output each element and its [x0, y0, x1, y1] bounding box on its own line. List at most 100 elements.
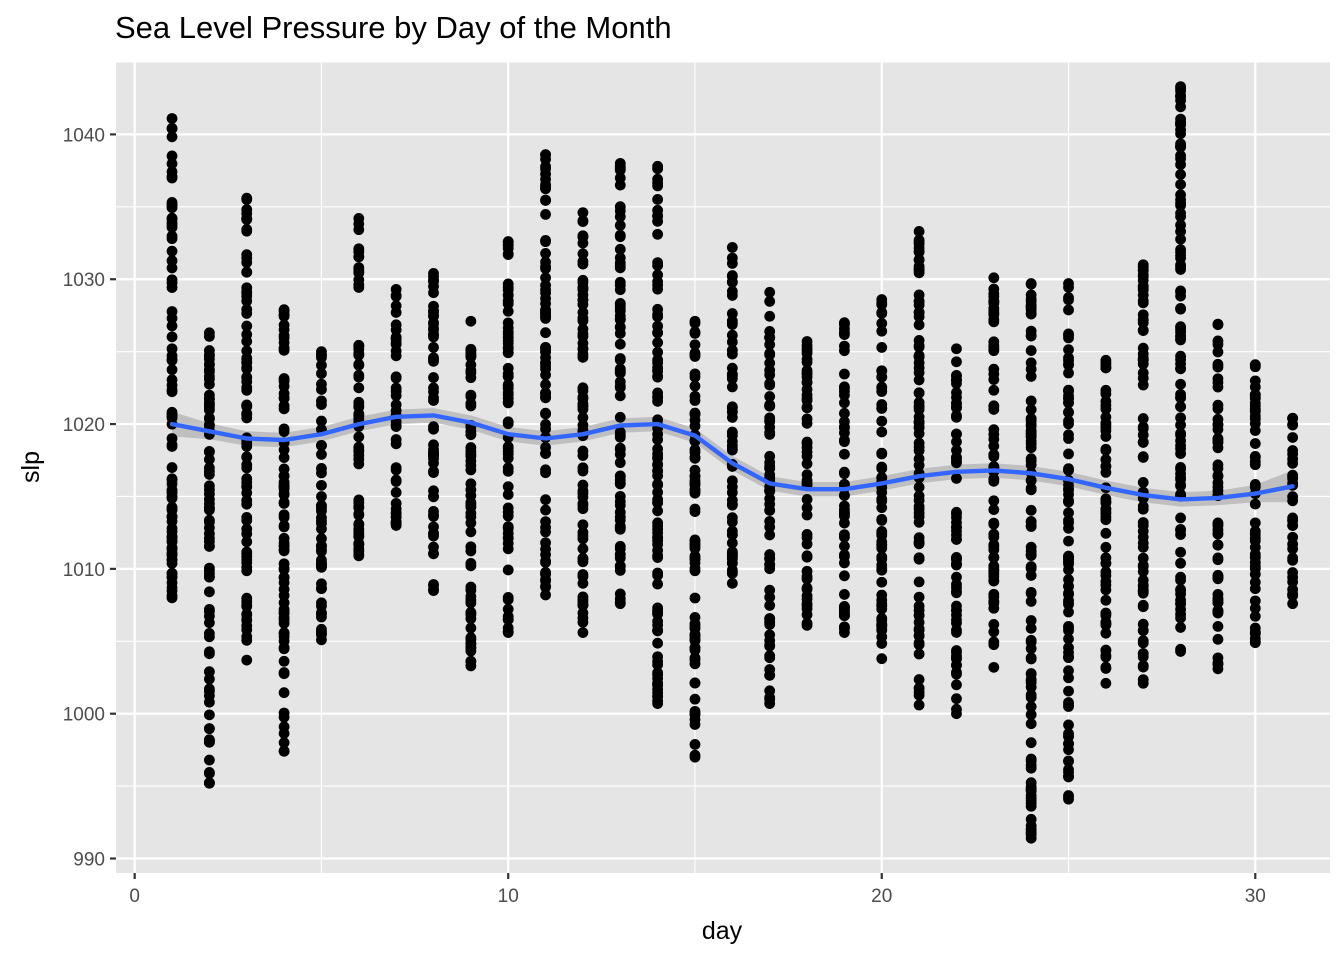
data-point [1063, 344, 1074, 356]
data-point [689, 677, 701, 689]
data-point [913, 481, 925, 493]
data-point [166, 568, 178, 579]
data-point [951, 356, 962, 368]
data-point [353, 371, 365, 383]
data-point [764, 553, 776, 565]
data-point [913, 639, 925, 651]
data-point [166, 131, 178, 143]
data-point [839, 397, 850, 409]
data-point [801, 436, 813, 448]
data-point [241, 308, 253, 319]
data-point [316, 556, 327, 568]
data-point [913, 494, 925, 506]
data-point [465, 484, 477, 496]
data-point [540, 423, 551, 435]
data-point [241, 266, 253, 278]
data-point [951, 624, 962, 636]
data-point [577, 571, 589, 582]
data-point [278, 373, 290, 385]
data-point [876, 325, 888, 337]
data-point [764, 693, 776, 705]
data-point [502, 317, 514, 329]
data-point [540, 287, 551, 299]
data-point [577, 258, 589, 270]
data-point [1100, 552, 1112, 564]
data-point [652, 465, 664, 477]
data-point [726, 512, 738, 524]
data-point [278, 655, 290, 667]
data-point [951, 558, 962, 570]
data-point [1100, 527, 1112, 539]
data-point [316, 505, 327, 517]
data-point [1063, 384, 1074, 396]
data-point [1212, 539, 1224, 551]
data-point [988, 384, 1000, 396]
data-point [316, 491, 327, 502]
data-point [614, 219, 626, 231]
data-point [764, 616, 776, 628]
data-point [988, 531, 1000, 543]
data-point [876, 495, 888, 507]
data-point [614, 305, 626, 317]
data-point [577, 351, 589, 363]
data-point [652, 569, 664, 581]
data-point [428, 353, 439, 365]
data-point [652, 194, 664, 205]
data-point [502, 489, 514, 500]
data-point [1287, 469, 1299, 481]
data-point [652, 163, 664, 175]
data-point [203, 648, 215, 660]
data-point [353, 251, 365, 263]
data-point [764, 493, 776, 505]
data-point [951, 401, 962, 413]
data-point [801, 469, 813, 481]
data-point [876, 299, 888, 311]
data-point [540, 589, 551, 601]
data-point [1063, 332, 1074, 344]
data-point [390, 438, 402, 450]
data-point [913, 437, 925, 449]
data-point [577, 543, 589, 555]
y-tick-label: 1020 [63, 415, 105, 436]
data-point [652, 651, 664, 663]
data-point [951, 650, 962, 662]
data-point [577, 552, 589, 564]
data-point [726, 537, 738, 549]
data-point [316, 533, 327, 544]
data-point [652, 505, 664, 517]
data-point [1249, 451, 1261, 462]
data-point [1175, 179, 1186, 190]
data-point [1175, 197, 1186, 209]
data-point [913, 553, 925, 565]
data-point [764, 429, 776, 440]
data-point [241, 384, 253, 396]
data-point [764, 521, 776, 533]
data-point [316, 368, 327, 379]
data-point [1212, 620, 1224, 632]
data-point [652, 346, 664, 358]
data-point [614, 426, 626, 438]
data-point [540, 526, 551, 538]
data-point [241, 282, 253, 294]
data-point [1025, 482, 1037, 494]
data-point [1100, 651, 1112, 663]
data-point [614, 279, 626, 291]
data-point [353, 501, 365, 513]
data-point [1100, 356, 1112, 368]
data-point [353, 531, 365, 542]
data-point [1100, 461, 1112, 472]
data-point [726, 443, 738, 454]
data-point [913, 699, 925, 711]
data-point [1137, 661, 1149, 673]
data-point [1063, 755, 1074, 767]
data-point [1100, 677, 1112, 689]
data-point [241, 536, 253, 548]
data-point [614, 211, 626, 223]
data-point [614, 474, 626, 486]
data-point [1212, 469, 1224, 481]
data-point [203, 541, 215, 552]
data-point [913, 445, 925, 457]
data-point [988, 636, 1000, 648]
data-point [203, 516, 215, 528]
data-point [876, 513, 888, 525]
